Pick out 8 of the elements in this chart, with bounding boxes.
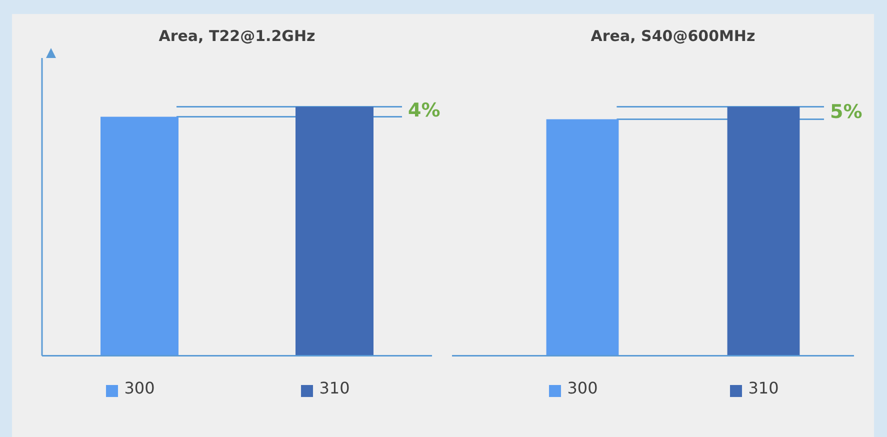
- x-tick-label: 310: [319, 378, 350, 398]
- x-tick-label: 310: [748, 378, 779, 398]
- annotation: 4%: [408, 100, 440, 122]
- annotation: 5%: [830, 100, 862, 123]
- chart-title: Area, T22@1.2GHz: [158, 26, 316, 45]
- x-tick-label: 300: [124, 378, 155, 398]
- x-tick-label: 300: [567, 378, 598, 398]
- chart-title: Area, S40@600MHz: [590, 26, 756, 45]
